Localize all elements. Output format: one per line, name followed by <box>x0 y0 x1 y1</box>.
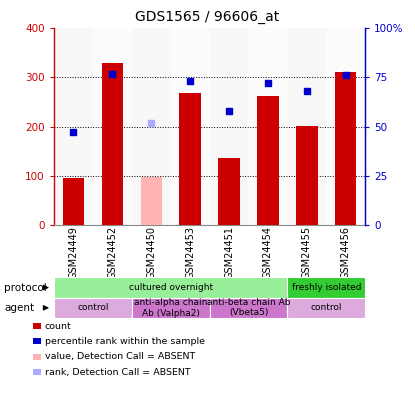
Text: control: control <box>310 303 342 312</box>
Bar <box>210 28 249 225</box>
Text: percentile rank within the sample: percentile rank within the sample <box>45 337 205 346</box>
Text: value, Detection Call = ABSENT: value, Detection Call = ABSENT <box>45 352 195 361</box>
Bar <box>102 63 123 225</box>
Bar <box>171 28 210 225</box>
Bar <box>141 177 162 225</box>
Point <box>148 119 154 126</box>
Text: GDS1565 / 96606_at: GDS1565 / 96606_at <box>135 10 280 24</box>
Text: protocol: protocol <box>4 283 47 292</box>
Point <box>70 129 77 136</box>
Text: anti-beta chain Ab
(Vbeta5): anti-beta chain Ab (Vbeta5) <box>207 298 290 318</box>
Bar <box>179 93 201 225</box>
Point <box>226 108 232 114</box>
Bar <box>63 178 84 225</box>
Point <box>109 70 116 77</box>
Bar <box>335 72 356 225</box>
Point <box>187 78 193 85</box>
Bar <box>326 28 365 225</box>
Bar <box>218 158 240 225</box>
Bar <box>54 28 93 225</box>
Bar <box>249 28 288 225</box>
Bar <box>296 126 317 225</box>
Text: control: control <box>77 303 109 312</box>
Text: count: count <box>45 322 71 330</box>
Text: cultured overnight: cultured overnight <box>129 283 213 292</box>
Text: agent: agent <box>4 303 34 313</box>
Text: freshly isolated: freshly isolated <box>292 283 361 292</box>
Point <box>265 80 271 87</box>
Point <box>303 88 310 94</box>
Bar <box>288 28 326 225</box>
Bar <box>257 96 278 225</box>
Bar <box>93 28 132 225</box>
Text: rank, Detection Call = ABSENT: rank, Detection Call = ABSENT <box>45 368 190 377</box>
Point <box>342 72 349 79</box>
Text: anti-alpha chain
Ab (Valpha2): anti-alpha chain Ab (Valpha2) <box>134 298 208 318</box>
Bar <box>132 28 171 225</box>
